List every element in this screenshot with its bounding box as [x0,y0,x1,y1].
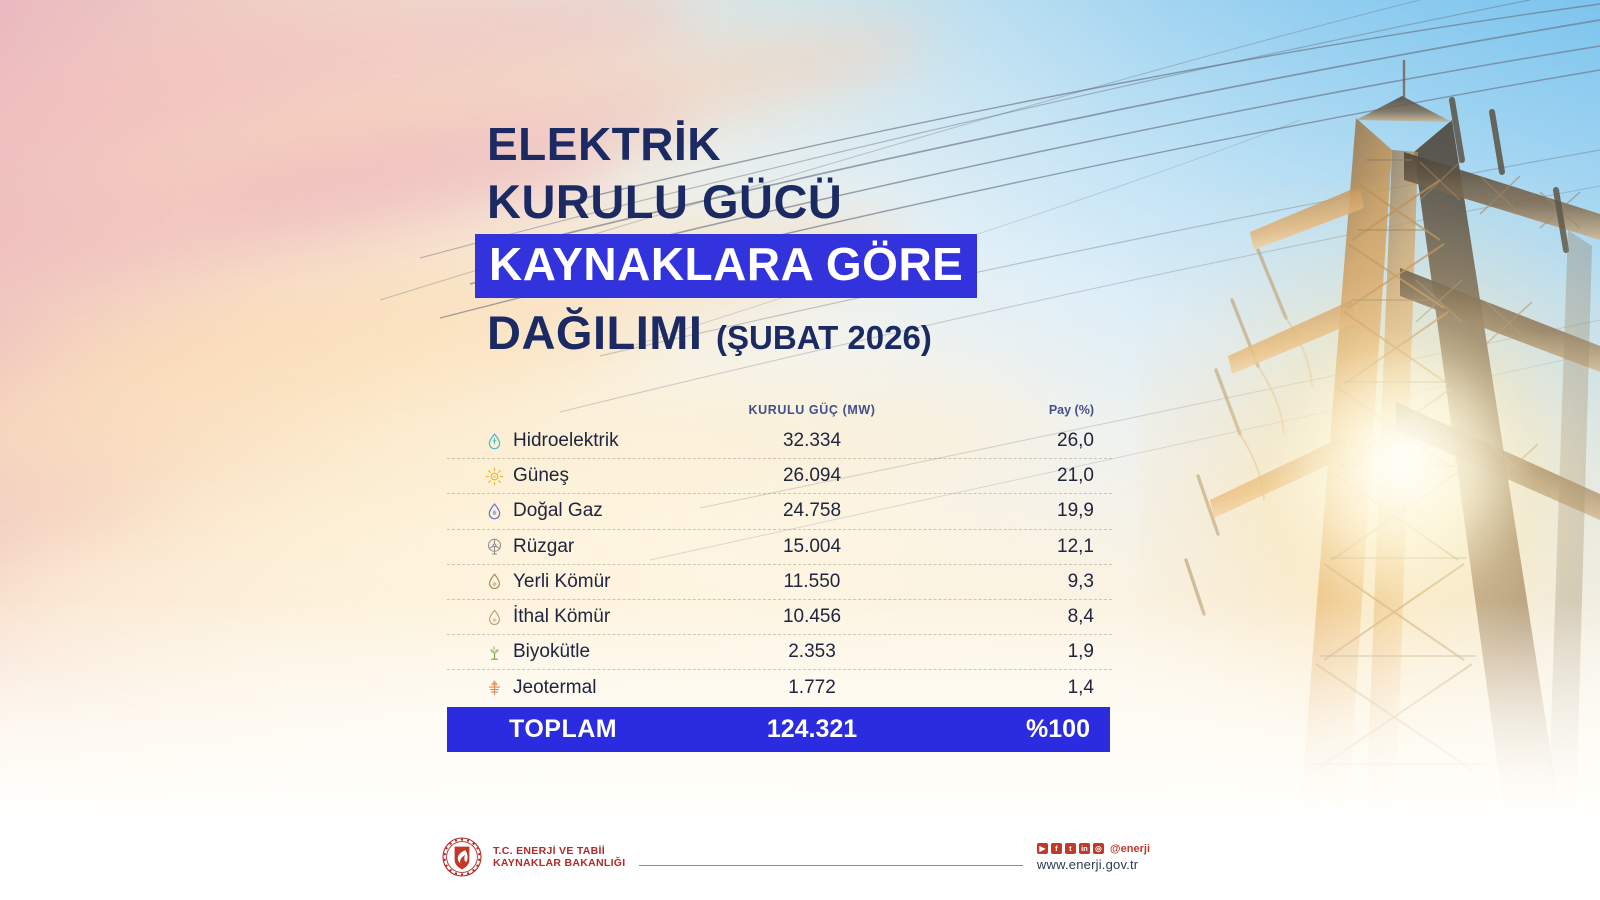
title-line-1: ELEKTRİK [487,118,721,170]
wind-turbine-icon [487,538,502,555]
cell-share: 8,4 [1067,606,1094,628]
coal-icon [488,573,501,590]
table-row: İthal Kömür 10.456 8,4 [447,600,1112,636]
ministry-emblem-icon [442,837,482,877]
source-label: Biyokütle [513,641,591,663]
biomass-icon [490,645,499,660]
total-label: TOPLAM [509,715,618,743]
table-header-row: KURULU GÜÇ (MW) Pay (%) [447,396,1112,424]
social-handle[interactable]: @enerji [1109,842,1150,855]
cell-capacity: 32.334 [782,430,842,452]
title-line-3-wrapper: KAYNAKLARA GÖRE [475,234,1107,298]
cell-capacity: 24.758 [782,500,842,522]
source-label: Hidroelektrik [513,430,619,452]
table-row: Rüzgar 15.004 12,1 [447,530,1112,565]
cell-share: 9,3 [1067,570,1094,592]
source-label: Güneş [513,465,569,487]
cell-source: İthal Kömür [447,606,687,628]
source-label: Doğal Gaz [513,500,603,522]
youtube-icon[interactable]: ▶ [1036,843,1048,854]
source-label: Rüzgar [513,535,575,557]
total-share: %100 [1026,715,1090,743]
title-line-4-wrapper: DAĞILIMI (ŞUBAT 2026) [487,304,1107,366]
instagram-icon[interactable]: ◎ [1092,843,1104,854]
ministry-line-2: KAYNAKLAR BAKANLIĞI [493,857,626,869]
cell-capacity: 26.094 [782,465,842,487]
gas-flame-icon [488,503,501,520]
sun-core-glow [1270,330,1530,590]
cell-share: 19,9 [1057,500,1094,522]
cell-source: Doğal Gaz [447,500,687,522]
title-highlight: KAYNAKLARA GÖRE [475,234,978,298]
capacity-table: KURULU GÜÇ (MW) Pay (%) Hidroelektrik 32… [447,396,1112,706]
social-icons: ▶ f t in ◎ @enerji [1036,842,1150,855]
footer: T.C. ENERJİ VE TABİİ KAYNAKLAR BAKANLIĞI… [0,812,1600,900]
cell-capacity: 2.353 [788,641,836,663]
footer-divider [639,864,1023,866]
table-row: Biyokütle 2.353 1,9 [447,635,1112,671]
header-share: Pay (%) [1048,403,1094,417]
cell-capacity: 11.550 [783,570,841,592]
cell-share: 1,4 [1067,676,1094,698]
footer-content: T.C. ENERJİ VE TABİİ KAYNAKLAR BAKANLIĞI… [440,834,1150,880]
cell-share: 12,1 [1057,535,1094,557]
cell-capacity: 1.772 [788,676,836,698]
table-row: Hidroelektrik 32.334 26,0 [447,424,1112,460]
total-capacity: 124.321 [766,715,858,743]
twitter-icon[interactable]: t [1064,843,1076,854]
linkedin-icon[interactable]: in [1078,843,1090,854]
water-drop-icon [488,432,501,449]
total-row: TOPLAM 124.321 %100 [447,707,1110,752]
cell-share: 1,9 [1067,641,1094,663]
page-title: ELEKTRİK KURULU GÜCÜ KAYNAKLARA GÖRE DAĞ… [475,116,1107,366]
social-block: ▶ f t in ◎ @enerji www.enerji.gov.tr [1036,842,1150,872]
geothermal-icon [488,680,501,696]
coal-icon [488,608,501,625]
cell-capacity: 15.004 [782,535,842,557]
source-label: Jeotermal [513,676,597,698]
table-row: Jeotermal 1.772 1,4 [447,670,1112,705]
cell-source: Güneş [447,465,687,487]
cell-source: Rüzgar [447,536,687,558]
facebook-icon[interactable]: f [1050,843,1062,854]
source-label: Yerli Kömür [513,570,611,592]
sun-icon [485,467,504,486]
cell-source: Hidroelektrik [447,430,687,452]
cell-source: Jeotermal [447,677,687,699]
cell-share: 21,0 [1057,465,1094,487]
title-line-2: KURULU GÜCÜ [487,175,843,228]
title-period: (ŞUBAT 2026) [716,319,932,356]
header-capacity: KURULU GÜÇ (MW) [748,403,876,417]
source-label: İthal Kömür [513,606,611,628]
table-row: Güneş 26.094 21,0 [447,459,1112,495]
table-row: Doğal Gaz 24.758 19,9 [447,494,1112,530]
ministry-line-1: T.C. ENERJİ VE TABİİ [493,844,605,857]
title-line-4: DAĞILIMI [487,306,703,359]
ministry-name: T.C. ENERJİ VE TABİİ KAYNAKLAR BAKANLIĞI [493,845,625,870]
table-row: Yerli Kömür 11.550 9,3 [447,565,1112,600]
ministry-logo: T.C. ENERJİ VE TABİİ KAYNAKLAR BAKANLIĞI [440,835,625,879]
cell-share: 26,0 [1057,430,1094,452]
cell-source: Yerli Kömür [447,571,687,593]
website-url[interactable]: www.enerji.gov.tr [1036,856,1139,872]
cell-capacity: 10.456 [782,606,842,628]
cell-source: Biyokütle [447,641,687,663]
